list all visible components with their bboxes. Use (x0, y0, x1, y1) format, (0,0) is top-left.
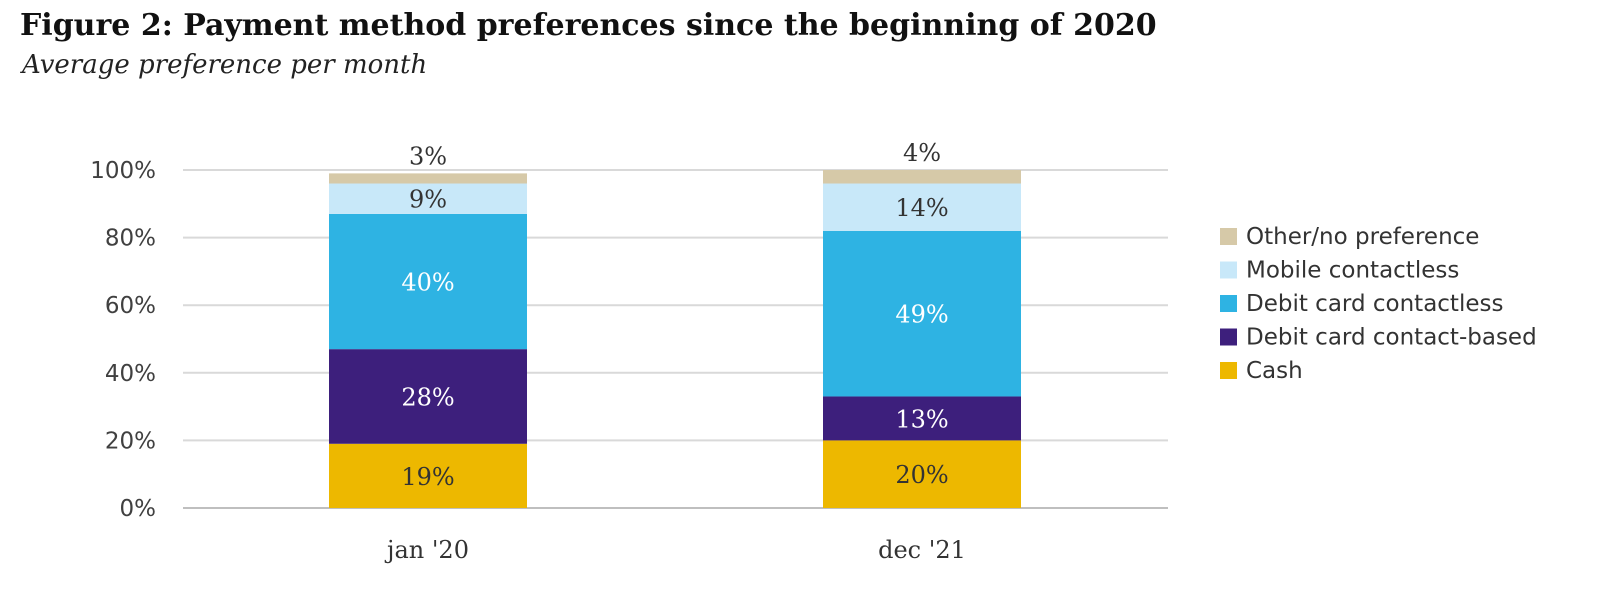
legend-label: Other/no preference (1246, 224, 1479, 250)
y-tick-label: 20% (105, 428, 156, 454)
legend-label: Debit card contactless (1246, 291, 1503, 317)
y-tick-label: 0% (120, 496, 157, 522)
x-category-label: jan '20 (384, 536, 469, 564)
x-axis-categories: jan '20 dec '21 (384, 536, 966, 564)
y-tick-label: 60% (105, 293, 156, 319)
y-tick-label: 40% (105, 361, 156, 387)
data-label: 13% (895, 405, 948, 433)
data-label: 3% (409, 142, 447, 170)
y-tick-label: 100% (90, 158, 156, 184)
x-category-label: dec '21 (878, 536, 966, 564)
bar-segment (823, 396, 1021, 441)
data-label: 28% (401, 383, 454, 411)
bar-segment (823, 183, 1021, 231)
legend-swatch (1220, 362, 1237, 379)
legend: Other/no preference Mobile contactless Deb… (1220, 224, 1537, 384)
legend-swatch (1220, 295, 1237, 312)
y-tick-label: 80% (105, 226, 156, 252)
bar-segment (329, 213, 527, 350)
chart-title: Figure 2: Payment method preferences sin… (20, 8, 1157, 43)
legend-label: Debit card contact-based (1246, 325, 1537, 351)
legend-swatch (1220, 328, 1237, 346)
chart-subtitle: Average preference per month (22, 50, 428, 80)
bar-segment (329, 443, 527, 508)
data-label: 40% (401, 269, 454, 297)
legend-label: Mobile contactless (1246, 258, 1459, 284)
data-label: 19% (401, 463, 454, 491)
data-label: 4% (903, 139, 941, 167)
bar-segment (329, 173, 527, 184)
data-label: 49% (895, 301, 948, 329)
data-label: 14% (895, 194, 948, 222)
legend-swatch (1220, 228, 1237, 245)
legend-swatch (1220, 261, 1237, 279)
bars (329, 170, 1021, 508)
bar-segment (329, 349, 527, 444)
bar-segment (329, 183, 527, 214)
bar-segment (823, 170, 1021, 184)
legend-label: Cash (1246, 358, 1303, 384)
y-axis-ticks: 0% 20% 40% 60% 80% 100% (90, 158, 156, 522)
bar-segment (823, 230, 1021, 397)
data-labels: 19% 28% 40% 9% 3% 20% 13% 49% 14% 4% (401, 139, 948, 491)
data-label: 9% (409, 186, 447, 214)
data-label: 20% (895, 461, 948, 489)
bar-segment (823, 440, 1021, 508)
